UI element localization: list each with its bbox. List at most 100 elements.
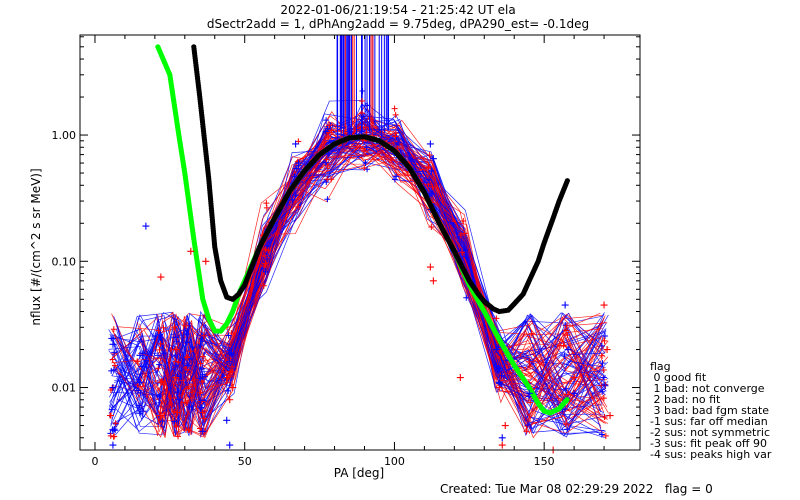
trace-marker xyxy=(328,127,335,134)
trace-marker xyxy=(136,402,143,409)
trace-marker xyxy=(294,158,301,165)
trace-marker xyxy=(110,335,117,342)
background-traces xyxy=(107,35,609,440)
red-marker xyxy=(157,412,165,420)
trace-marker xyxy=(292,192,299,199)
trace xyxy=(112,126,605,438)
legend-item: -4 sus: peaks high var xyxy=(650,448,772,461)
y-tick-label: 1.00 xyxy=(52,129,77,142)
trace-marker xyxy=(199,398,206,405)
trace-marker xyxy=(108,406,115,413)
trace-marker xyxy=(155,365,162,372)
blue-marker xyxy=(570,389,578,397)
y-axis-label: nflux [#/(cm^2 s sr MeV)] xyxy=(29,168,43,325)
trace-marker xyxy=(526,363,533,370)
trace-marker xyxy=(228,329,235,336)
trace-marker xyxy=(359,88,366,95)
trace-marker xyxy=(325,150,332,157)
y-tick-label: 0.10 xyxy=(52,255,77,268)
trace-marker xyxy=(564,391,571,398)
trace-marker xyxy=(181,399,188,406)
blue-marker xyxy=(426,140,434,148)
trace-marker xyxy=(429,183,436,190)
trace-marker xyxy=(174,388,181,395)
trace-marker xyxy=(363,144,370,151)
trace-marker xyxy=(391,176,398,183)
trace-marker xyxy=(295,203,302,210)
legend-item: -3 sus: fit peak off 90 xyxy=(650,437,767,450)
legend-item: -2 sus: not symmetric xyxy=(650,426,770,439)
red-marker xyxy=(603,346,611,354)
trace-marker xyxy=(395,139,402,146)
legend-title: flag xyxy=(650,360,671,373)
trace-marker xyxy=(110,326,117,333)
trace-marker xyxy=(457,248,464,255)
trace-marker xyxy=(155,327,162,334)
trace xyxy=(116,125,604,437)
blue-marker xyxy=(498,434,506,442)
trace-marker xyxy=(564,332,571,339)
chart-title-line2: dSectr2add = 1, dPhAng2add = 9.75deg, dP… xyxy=(207,17,589,31)
red-marker xyxy=(498,441,506,449)
red-marker xyxy=(600,301,608,309)
red-marker xyxy=(172,346,180,354)
trace-marker xyxy=(324,162,331,169)
blue-marker xyxy=(295,159,303,167)
trace xyxy=(113,124,604,423)
red-marker xyxy=(223,374,231,382)
red-marker xyxy=(202,257,210,265)
trace-marker xyxy=(182,322,189,329)
trace-marker xyxy=(175,433,182,440)
x-tick-label: 0 xyxy=(91,455,98,468)
red-marker xyxy=(157,273,165,281)
blue-marker xyxy=(136,378,144,386)
trace-marker xyxy=(498,372,505,379)
blue-marker xyxy=(142,222,150,230)
trace-marker xyxy=(110,366,117,373)
legend: flag 0 good fit 1 bad: not converge 2 ba… xyxy=(650,360,772,461)
trace-marker xyxy=(394,145,401,152)
trace-marker xyxy=(199,409,206,416)
trace-marker xyxy=(107,432,114,439)
trace xyxy=(162,141,601,423)
trace-marker xyxy=(156,393,163,400)
axes: 0 50 100 150 0.01 0.10 1.00 xyxy=(52,34,641,468)
trace-marker xyxy=(156,346,163,353)
footer-created: Created: Tue Mar 08 02:29:29 2022 flag =… xyxy=(440,482,713,496)
trace-marker xyxy=(324,196,331,203)
trace-marker xyxy=(392,133,399,140)
trace xyxy=(111,121,606,424)
trace-marker xyxy=(493,315,500,322)
trace-marker xyxy=(598,342,605,349)
trace-marker xyxy=(562,420,569,427)
trace-marker xyxy=(523,428,530,435)
trace-marker xyxy=(154,352,161,359)
blue-marker xyxy=(109,441,117,449)
trace xyxy=(115,131,604,382)
blue-marker xyxy=(223,416,231,424)
red-marker xyxy=(172,374,180,382)
red-marker xyxy=(456,374,464,382)
trace-marker xyxy=(392,111,399,118)
trace-marker xyxy=(197,425,204,432)
trace-marker xyxy=(171,324,178,331)
trace-marker xyxy=(560,342,567,349)
trace-marker xyxy=(112,420,119,427)
trace-marker xyxy=(459,249,466,256)
trace-marker xyxy=(324,125,331,132)
trace-marker xyxy=(527,399,534,406)
trace-marker xyxy=(172,352,179,359)
trace-marker xyxy=(197,389,204,396)
trace-marker xyxy=(358,98,365,105)
trace-marker xyxy=(358,128,365,135)
trace-marker xyxy=(601,337,608,344)
trace xyxy=(112,117,603,423)
red-marker xyxy=(429,277,437,285)
trace-marker xyxy=(562,406,569,413)
trace-marker xyxy=(159,418,166,425)
trace-marker xyxy=(171,366,178,373)
trace-marker xyxy=(154,380,161,387)
plotted-series xyxy=(109,44,614,454)
trace-marker xyxy=(359,113,366,120)
